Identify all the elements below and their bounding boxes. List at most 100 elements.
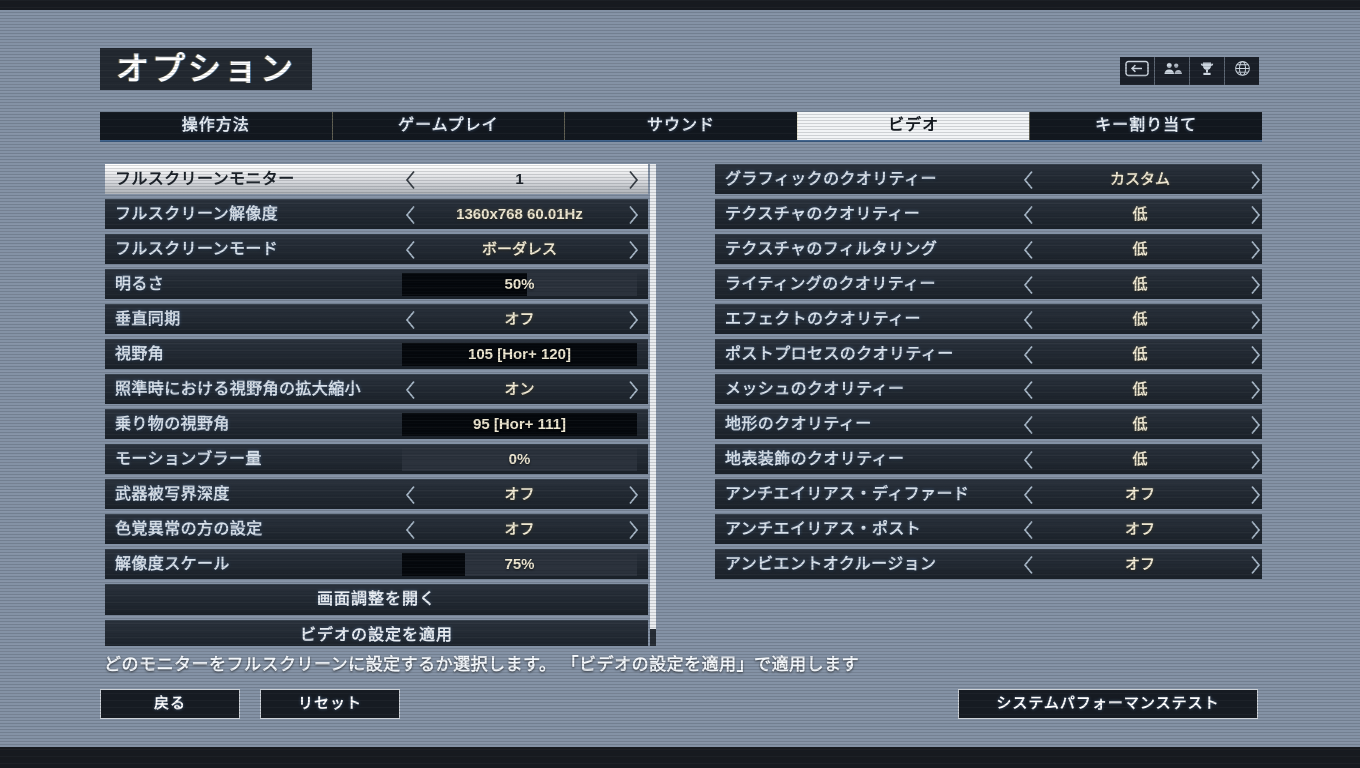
stepper-increase-icon[interactable] (1250, 310, 1261, 335)
stepper-increase-icon[interactable] (628, 485, 639, 510)
stepper-decrease-icon[interactable] (405, 485, 416, 510)
trophy-icon (1199, 61, 1215, 82)
setting-row[interactable]: ライティングのクオリティー 低 (715, 269, 1262, 299)
stepper-decrease-icon[interactable] (405, 520, 416, 545)
setting-row[interactable]: アンビエントオクルージョン オフ (715, 549, 1262, 579)
stepper-decrease-icon[interactable] (1023, 275, 1034, 300)
tab-キー割り当て[interactable]: キー割り当て (1029, 112, 1262, 140)
setting-value: 低 (1132, 346, 1148, 363)
slider-track[interactable]: 95 [Hor+ 111] (402, 413, 637, 436)
stepper-decrease-icon[interactable] (1023, 485, 1034, 510)
setting-label: フルスクリーンモード (115, 241, 279, 258)
setting-row[interactable]: 明るさ 50% (105, 269, 648, 299)
stepper-decrease-icon[interactable] (1023, 170, 1034, 195)
stepper-decrease-icon[interactable] (405, 310, 416, 335)
video-settings-list-left: フルスクリーンモニター 1 フルスクリーン解像度 1360x768 60.01Hz フル… (105, 164, 648, 646)
tab-操作方法[interactable]: 操作方法 (100, 112, 332, 140)
stepper-decrease-icon[interactable] (1023, 380, 1034, 405)
slider-fill (402, 553, 466, 576)
stepper-decrease-icon[interactable] (1023, 345, 1034, 370)
tab-ゲームプレイ[interactable]: ゲームプレイ (331, 112, 565, 140)
setting-row[interactable]: 色覚異常の方の設定 オフ (105, 514, 648, 544)
back-key-button[interactable] (1120, 57, 1154, 85)
friends-button[interactable] (1154, 57, 1189, 85)
back-button[interactable]: 戻る (100, 689, 240, 719)
stepper-increase-icon[interactable] (628, 205, 639, 230)
stepper-decrease-icon[interactable] (1023, 205, 1034, 230)
setting-row[interactable]: フルスクリーン解像度 1360x768 60.01Hz (105, 199, 648, 229)
open-screen-adjust-button[interactable]: 画面調整を開く (105, 584, 648, 615)
setting-row[interactable]: 地形のクオリティー 低 (715, 409, 1262, 439)
setting-row[interactable]: 地表装飾のクオリティー 低 (715, 444, 1262, 474)
stepper-increase-icon[interactable] (1250, 205, 1261, 230)
slider-fill (402, 413, 637, 436)
setting-row[interactable]: 解像度スケール 75% (105, 549, 648, 579)
setting-row[interactable]: テクスチャのクオリティー 低 (715, 199, 1262, 229)
stepper-decrease-icon[interactable] (1023, 415, 1034, 440)
stepper-increase-icon[interactable] (628, 310, 639, 335)
stepper-decrease-icon[interactable] (1023, 310, 1034, 335)
setting-value: 50% (504, 276, 535, 293)
setting-value: オフ (1124, 486, 1155, 503)
setting-row[interactable]: 照準時における視野角の拡大縮小 オン (105, 374, 648, 404)
stepper-increase-icon[interactable] (1250, 485, 1261, 510)
stepper-increase-icon[interactable] (1250, 555, 1261, 580)
stepper-decrease-icon[interactable] (1023, 520, 1034, 545)
stepper-decrease-icon[interactable] (1023, 450, 1034, 475)
setting-row[interactable]: ポストプロセスのクオリティー 低 (715, 339, 1262, 369)
tab-サウンド[interactable]: サウンド (564, 112, 797, 140)
stepper-decrease-icon[interactable] (405, 380, 416, 405)
setting-row[interactable]: アンチエイリアス・ポスト オフ (715, 514, 1262, 544)
reset-button[interactable]: リセット (260, 689, 400, 719)
setting-value: 低 (1132, 206, 1148, 223)
bottom-letterbox-band (0, 747, 1360, 768)
slider-track[interactable]: 105 [Hor+ 120] (402, 343, 637, 366)
stepper-increase-icon[interactable] (628, 520, 639, 545)
settings-scrollbar[interactable] (650, 164, 656, 646)
setting-row[interactable]: 視野角 105 [Hor+ 120] (105, 339, 648, 369)
tab-ビデオ[interactable]: ビデオ (796, 112, 1030, 140)
stepper-increase-icon[interactable] (628, 380, 639, 405)
stepper-increase-icon[interactable] (1250, 450, 1261, 475)
slider-fill (402, 273, 527, 296)
stepper-decrease-icon[interactable] (1023, 555, 1034, 580)
setting-row[interactable]: 乗り物の視野角 95 [Hor+ 111] (105, 409, 648, 439)
setting-value: オフ (504, 521, 535, 538)
setting-label: フルスクリーンモニター (115, 171, 295, 188)
setting-row[interactable]: 武器被写界深度 オフ (105, 479, 648, 509)
video-settings-list-right: グラフィックのクオリティー カスタム テクスチャのクオリティー低テクスチャのフィルタ… (715, 164, 1262, 584)
stepper-increase-icon[interactable] (1250, 240, 1261, 265)
trophy-button[interactable] (1189, 57, 1224, 85)
setting-row[interactable]: グラフィックのクオリティー カスタム (715, 164, 1262, 194)
stepper-decrease-icon[interactable] (1023, 240, 1034, 265)
slider-track[interactable]: 75% (402, 553, 637, 576)
stepper-increase-icon[interactable] (628, 240, 639, 265)
system-performance-test-button[interactable]: システムパフォーマンステスト (958, 689, 1258, 719)
stepper-increase-icon[interactable] (1250, 170, 1261, 195)
stepper-increase-icon[interactable] (1250, 345, 1261, 370)
stepper-decrease-icon[interactable] (405, 240, 416, 265)
stepper-decrease-icon[interactable] (405, 170, 416, 195)
apply-video-settings-button[interactable]: ビデオの設定を適用 (105, 620, 648, 646)
setting-row[interactable]: エフェクトのクオリティー 低 (715, 304, 1262, 334)
stepper-increase-icon[interactable] (1250, 380, 1261, 405)
setting-row[interactable]: フルスクリーンモニター 1 (105, 164, 648, 194)
stepper-decrease-icon[interactable] (405, 205, 416, 230)
setting-row[interactable]: テクスチャのフィルタリング 低 (715, 234, 1262, 264)
setting-row[interactable]: 垂直同期 オフ (105, 304, 648, 334)
setting-label: グラフィックのクオリティー (725, 171, 937, 188)
stepper-increase-icon[interactable] (1250, 275, 1261, 300)
slider-track[interactable]: 0% (402, 448, 637, 471)
stepper-increase-icon[interactable] (1250, 520, 1261, 545)
setting-row[interactable]: フルスクリーンモード ボーダレス (105, 234, 648, 264)
slider-track[interactable]: 50% (402, 273, 637, 296)
setting-row[interactable]: メッシュのクオリティー 低 (715, 374, 1262, 404)
scrollbar-thumb[interactable] (650, 164, 656, 629)
globe-button[interactable] (1224, 57, 1259, 85)
tab-underline (100, 140, 1262, 142)
stepper-increase-icon[interactable] (1250, 415, 1261, 440)
setting-row[interactable]: モーションブラー量 0% (105, 444, 648, 474)
stepper-increase-icon[interactable] (628, 170, 639, 195)
setting-row[interactable]: アンチエイリアス・ディファード オフ (715, 479, 1262, 509)
